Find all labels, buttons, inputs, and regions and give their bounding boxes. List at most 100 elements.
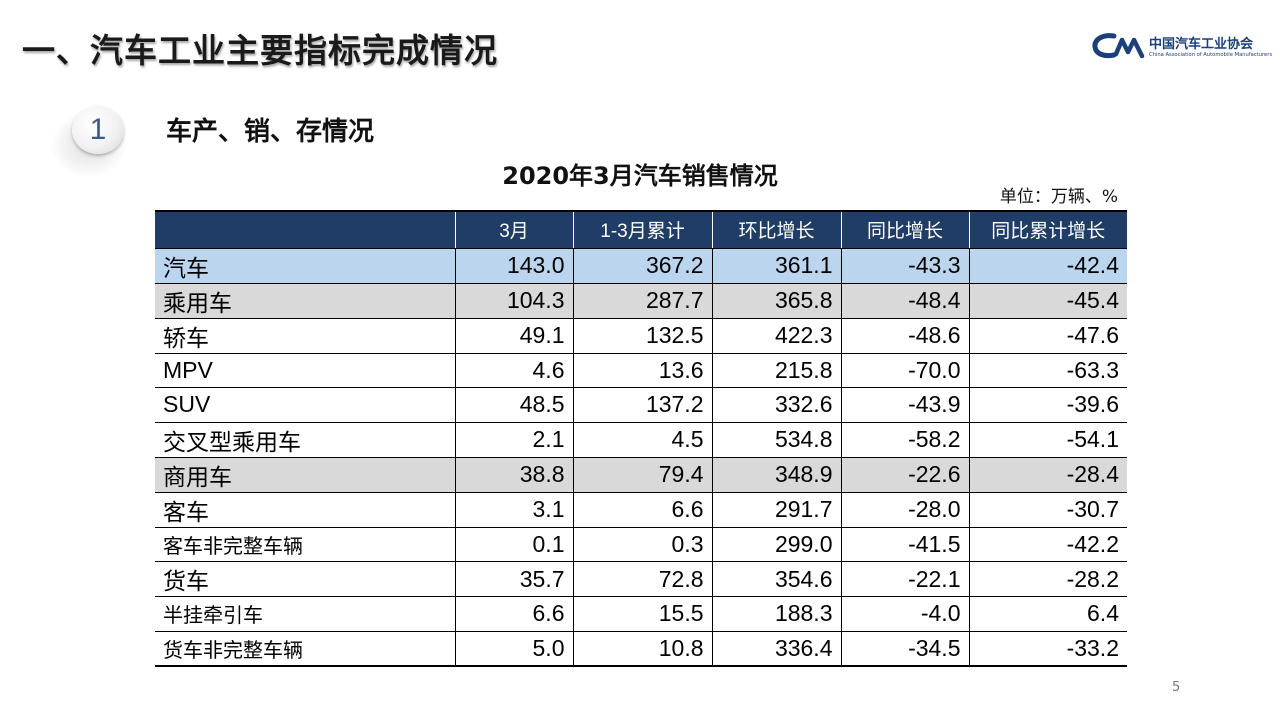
column-header: 3月 [454, 211, 573, 249]
value-cell: 6.6 [572, 492, 712, 528]
value-cell: -41.5 [840, 527, 969, 562]
row-label: 货车非完整车辆 [155, 631, 455, 667]
value-cell: -22.1 [840, 561, 969, 597]
value-cell: 3.1 [454, 492, 573, 528]
logo-name-en: China Association of Automobile Manufact… [1149, 52, 1273, 58]
row-label: 交叉型乘用车 [155, 422, 455, 458]
table-row: 汽车 143.0 367.2 361.1 -43.3 -42.4 [155, 248, 1127, 284]
value-cell: 0.1 [454, 527, 573, 562]
caam-logo: 中国汽车工业协会 China Association of Automobile… [1092, 30, 1274, 64]
value-cell: 215.8 [711, 353, 841, 388]
value-cell: -28.0 [840, 492, 969, 528]
row-label: 客车非完整车辆 [155, 527, 455, 562]
value-cell: 6.6 [454, 596, 573, 632]
value-cell: 332.6 [711, 387, 841, 423]
table-title: 2020年3月汽车销售情况 [502, 162, 778, 190]
table-row: MPV 4.6 13.6 215.8 -70.0 -63.3 [155, 353, 1127, 388]
row-label: MPV [155, 353, 455, 388]
row-label: 轿车 [155, 318, 455, 354]
value-cell: -39.6 [968, 387, 1127, 423]
value-cell: 534.8 [711, 422, 841, 458]
section-title: 车产、销、存情况 [166, 117, 375, 147]
value-cell: 35.7 [454, 561, 573, 597]
value-cell: 5.0 [454, 631, 573, 667]
value-cell: -45.4 [968, 283, 1127, 319]
value-cell: -63.3 [968, 353, 1127, 388]
value-cell: 188.3 [711, 596, 841, 632]
table-row: 客车 3.1 6.6 291.7 -28.0 -30.7 [155, 492, 1127, 528]
column-header: 环比增长 [711, 211, 841, 249]
value-cell: -34.5 [840, 631, 969, 667]
value-cell: -28.4 [968, 457, 1127, 493]
value-cell: 4.6 [454, 353, 573, 388]
value-cell: 143.0 [454, 248, 573, 284]
value-cell: -43.9 [840, 387, 969, 423]
value-cell: 2.1 [454, 422, 573, 458]
row-label: 乘用车 [155, 283, 455, 319]
value-cell: -43.3 [840, 248, 969, 284]
value-cell: 104.3 [454, 283, 573, 319]
row-label: 货车 [155, 561, 455, 597]
table-row: 半挂牵引车 6.6 15.5 188.3 -4.0 6.4 [155, 596, 1127, 632]
unit-label: 单位：万辆、% [999, 187, 1118, 207]
row-label: 商用车 [155, 457, 455, 493]
value-cell: -30.7 [968, 492, 1127, 528]
sales-table: 3月 1-3月累计 环比增长 同比增长 同比累计增长 汽车 143.0 367.2 3… [155, 210, 1127, 667]
column-header: 同比增长 [840, 211, 969, 249]
row-label: 半挂牵引车 [155, 596, 455, 632]
value-cell: -48.6 [840, 318, 969, 354]
caam-logo-icon [1092, 33, 1145, 59]
value-cell: 10.8 [572, 631, 712, 667]
value-cell: -42.2 [968, 527, 1127, 562]
value-cell: -42.4 [968, 248, 1127, 284]
column-header [155, 211, 455, 249]
value-cell: 291.7 [711, 492, 841, 528]
page-number: 5 [1172, 680, 1181, 695]
table-row: 乘用车 104.3 287.7 365.8 -48.4 -45.4 [155, 283, 1127, 319]
value-cell: 0.3 [572, 527, 712, 562]
column-header: 1-3月累计 [572, 211, 712, 249]
value-cell: 38.8 [454, 457, 573, 493]
value-cell: -48.4 [840, 283, 969, 319]
table-row: 客车非完整车辆 0.1 0.3 299.0 -41.5 -42.2 [155, 527, 1127, 562]
section-number-badge: 1 [72, 106, 124, 154]
table-row: 轿车 49.1 132.5 422.3 -48.6 -47.6 [155, 318, 1127, 354]
value-cell: 348.9 [711, 457, 841, 493]
value-cell: 299.0 [711, 527, 841, 562]
value-cell: 79.4 [572, 457, 712, 493]
column-header: 同比累计增长 [968, 211, 1127, 249]
logo-name-cn: 中国汽车工业协会 [1149, 37, 1254, 52]
value-cell: 336.4 [711, 631, 841, 667]
value-cell: 15.5 [572, 596, 712, 632]
value-cell: -33.2 [968, 631, 1127, 667]
value-cell: -58.2 [840, 422, 969, 458]
value-cell: 137.2 [572, 387, 712, 423]
row-label: 汽车 [155, 248, 455, 284]
slide-title: 一、汽车工业主要指标完成情况 [22, 31, 498, 70]
table-row: 商用车 38.8 79.4 348.9 -22.6 -28.4 [155, 457, 1127, 493]
table-row: 货车 35.7 72.8 354.6 -22.1 -28.2 [155, 561, 1127, 597]
value-cell: -54.1 [968, 422, 1127, 458]
value-cell: 132.5 [572, 318, 712, 354]
value-cell: 4.5 [572, 422, 712, 458]
value-cell: -28.2 [968, 561, 1127, 597]
table-row: 货车非完整车辆 5.0 10.8 336.4 -34.5 -33.2 [155, 631, 1127, 667]
value-cell: 367.2 [572, 248, 712, 284]
value-cell: 361.1 [711, 248, 841, 284]
row-label: 客车 [155, 492, 455, 528]
value-cell: 354.6 [711, 561, 841, 597]
value-cell: -4.0 [840, 596, 969, 632]
value-cell: 287.7 [572, 283, 712, 319]
value-cell: -47.6 [968, 318, 1127, 354]
value-cell: 422.3 [711, 318, 841, 354]
table-body: 汽车 143.0 367.2 361.1 -43.3 -42.4 乘用车 104.3 287.7… [155, 248, 1127, 667]
table-row: 交叉型乘用车 2.1 4.5 534.8 -58.2 -54.1 [155, 422, 1127, 458]
row-label: SUV [155, 387, 455, 423]
value-cell: -70.0 [840, 353, 969, 388]
value-cell: 72.8 [572, 561, 712, 597]
value-cell: 48.5 [454, 387, 573, 423]
value-cell: 6.4 [968, 596, 1127, 632]
table-header-row: 3月 1-3月累计 环比增长 同比增长 同比累计增长 [155, 211, 1127, 249]
section-number: 1 [89, 113, 107, 146]
value-cell: -22.6 [840, 457, 969, 493]
